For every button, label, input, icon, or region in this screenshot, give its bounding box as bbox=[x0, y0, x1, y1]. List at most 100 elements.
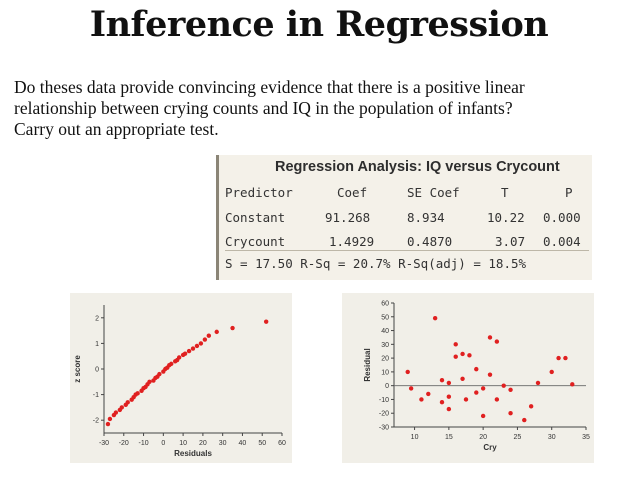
p-header: P bbox=[565, 185, 573, 200]
x-axis-title: Residuals bbox=[174, 449, 212, 458]
data-point bbox=[495, 339, 499, 343]
data-point bbox=[447, 381, 451, 385]
data-point bbox=[108, 417, 112, 421]
y-tick-label: -1 bbox=[93, 392, 99, 399]
y-tick-label: -20 bbox=[379, 411, 389, 418]
x-tick-label: 30 bbox=[219, 440, 227, 447]
data-point bbox=[419, 397, 423, 401]
data-point bbox=[460, 352, 464, 356]
predictor-cell: Constant bbox=[225, 210, 285, 225]
y-tick-label: -2 bbox=[93, 418, 99, 425]
data-point bbox=[207, 334, 211, 338]
y-tick-label: 2 bbox=[95, 315, 99, 322]
data-point bbox=[488, 372, 492, 376]
data-point bbox=[550, 370, 554, 374]
data-point bbox=[114, 410, 118, 414]
y-tick-label: -10 bbox=[379, 397, 389, 404]
data-point bbox=[203, 337, 207, 341]
data-point bbox=[147, 380, 151, 384]
coef-cell: 1.4929 bbox=[329, 234, 374, 249]
x-axis-title: Cry bbox=[483, 443, 497, 452]
data-point bbox=[447, 394, 451, 398]
x-tick-label: 35 bbox=[582, 434, 590, 441]
normal-probability-plot: -30 -20 -10 0 10 20 30 40 50 60 2 1 0 -1 -2 Residuals z … bbox=[70, 293, 292, 463]
y-tick-label: 0 bbox=[385, 383, 389, 390]
question-line: Do theses data provide convincing eviden… bbox=[14, 77, 626, 98]
x-tick-label: 10 bbox=[411, 434, 419, 441]
summary-divider bbox=[225, 250, 589, 251]
question-line: Carry out an appropriate test. bbox=[14, 119, 626, 140]
regression-row: Crycount 1.4929 0.4870 3.07 0.004 bbox=[225, 234, 589, 254]
x-tick-label: -10 bbox=[138, 440, 148, 447]
y-tick-label: 10 bbox=[381, 369, 389, 376]
t-header: T bbox=[501, 185, 509, 200]
p-cell: 0.000 bbox=[543, 210, 581, 225]
x-tick-label: 25 bbox=[514, 434, 522, 441]
t-cell: 3.07 bbox=[495, 234, 525, 249]
regression-heading: Regression Analysis: IQ versus Crycount bbox=[275, 159, 560, 175]
regression-row: Constant 91.268 8.934 10.22 0.000 bbox=[225, 210, 589, 230]
slide-title: Inference in Regression bbox=[0, 4, 638, 45]
question-line: relationship between crying counts and I… bbox=[14, 98, 626, 119]
data-point bbox=[556, 356, 560, 360]
y-tick-label: 30 bbox=[381, 342, 389, 349]
y-tick-label: 1 bbox=[95, 341, 99, 348]
normal-plot-canvas: -30 -20 -10 0 10 20 30 40 50 60210-1-2Residualsz … bbox=[70, 293, 292, 463]
data-point bbox=[529, 404, 533, 408]
data-point bbox=[522, 418, 526, 422]
x-tick-label: 10 bbox=[179, 440, 187, 447]
data-point bbox=[467, 353, 471, 357]
data-point bbox=[536, 381, 540, 385]
se-coef-cell: 0.4870 bbox=[407, 234, 452, 249]
y-axis-title: z score bbox=[73, 355, 82, 383]
data-point bbox=[120, 405, 124, 409]
data-point bbox=[474, 390, 478, 394]
data-point bbox=[440, 400, 444, 404]
data-point bbox=[406, 370, 410, 374]
data-point bbox=[157, 372, 161, 376]
coef-header: Coef bbox=[337, 185, 367, 200]
x-tick-label: 40 bbox=[239, 440, 247, 447]
x-tick-label: 20 bbox=[479, 434, 487, 441]
question-text: Do theses data provide convincing eviden… bbox=[14, 77, 626, 140]
data-point bbox=[195, 344, 199, 348]
data-point bbox=[563, 356, 567, 360]
data-point bbox=[199, 341, 203, 345]
data-point bbox=[508, 388, 512, 392]
data-point bbox=[447, 407, 451, 411]
se-coef-cell: 8.934 bbox=[407, 210, 445, 225]
data-point bbox=[169, 362, 173, 366]
data-point bbox=[215, 330, 219, 334]
x-tick-label: 15 bbox=[445, 434, 453, 441]
x-tick-label: 0 bbox=[161, 440, 165, 447]
data-point bbox=[183, 351, 187, 355]
data-point bbox=[426, 392, 430, 396]
regression-header-row: Predictor Coef SE Coef T P bbox=[225, 185, 589, 205]
t-cell: 10.22 bbox=[487, 210, 525, 225]
y-tick-label: 0 bbox=[95, 367, 99, 374]
data-point bbox=[570, 382, 574, 386]
data-point bbox=[187, 349, 191, 353]
data-point bbox=[464, 397, 468, 401]
data-point bbox=[409, 386, 413, 390]
data-point bbox=[440, 378, 444, 382]
regression-output: Regression Analysis: IQ versus Crycount … bbox=[216, 155, 592, 280]
data-point bbox=[126, 400, 130, 404]
data-point bbox=[495, 397, 499, 401]
data-point bbox=[433, 316, 437, 320]
x-tick-label: 50 bbox=[258, 440, 266, 447]
data-point bbox=[135, 391, 139, 395]
data-point bbox=[191, 346, 195, 350]
x-tick-label: -20 bbox=[119, 440, 129, 447]
data-point bbox=[106, 422, 110, 426]
residual-plot-canvas: 10 15 20 25 30 35 60 50 40 30 20 10 0 -10 -20 -30 Cry Res… bbox=[342, 293, 594, 463]
data-point bbox=[454, 342, 458, 346]
y-tick-label: 20 bbox=[381, 356, 389, 363]
data-point bbox=[264, 319, 268, 323]
data-point bbox=[481, 414, 485, 418]
data-point bbox=[474, 367, 478, 371]
coef-cell: 91.268 bbox=[325, 210, 370, 225]
residual-plot: 10 15 20 25 30 35 60 50 40 30 20 10 0 -10 -20 -30 Cry Res… bbox=[342, 293, 594, 463]
data-point bbox=[460, 377, 464, 381]
predictor-header: Predictor bbox=[225, 185, 293, 200]
